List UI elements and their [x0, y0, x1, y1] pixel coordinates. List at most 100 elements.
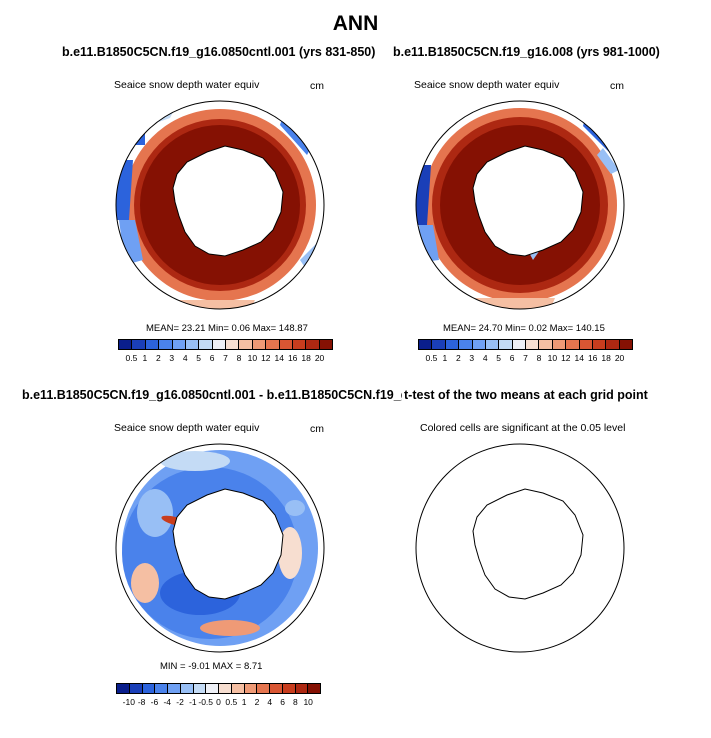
- panel2-colorbar-swatch: [459, 340, 473, 349]
- panel1-colorbar-tick-label: 0.5: [125, 353, 138, 363]
- panel1-colorbar-swatch: [279, 340, 293, 349]
- panel2-colorbar-swatch: [432, 340, 446, 349]
- panel2-title: b.e11.B1850C5CN.f19_g16.008 (yrs 981-100…: [393, 45, 660, 59]
- panel2-colorbar-tick-label: 16: [587, 353, 598, 363]
- panel1-colorbar-labels: 0.5 1 2 3 4 5 6 7 8 10 12 14 16 18 20: [118, 353, 333, 365]
- panel1-colorbar-swatch: [172, 340, 186, 349]
- panel3-map: [115, 443, 325, 653]
- panel2-antarctica: [472, 145, 584, 257]
- panel3-colorbar-swatch: [308, 684, 320, 693]
- panel1-colorbar-tick-label: 20: [314, 353, 325, 363]
- panel2-variable-label: Seaice snow depth water equiv: [414, 79, 560, 91]
- panel2-colorbar-labels: 0.5 1 2 3 4 5 6 7 8 10 12 14 16 18 20: [418, 353, 633, 365]
- panel2-colorbar-tick-label: 5: [496, 353, 501, 363]
- panel3-colorbar-swatch: [129, 684, 143, 693]
- panel2-colorbar-tick-label: 2: [455, 353, 461, 363]
- panel1-colorbar-tick-label: 3: [169, 353, 175, 363]
- panel1-colorbar-tick-label: 16: [287, 353, 298, 363]
- panel2-colorbar-tick-label: 14: [574, 353, 584, 363]
- panel1-colorbar-swatch: [252, 340, 267, 349]
- panel1-stats: MEAN= 23.21 Min= 0.06 Max= 148.87: [146, 323, 308, 334]
- panel1-colorbar: [118, 339, 333, 350]
- panel2-colorbar-tick-label: 6: [509, 353, 515, 363]
- panel2-colorbar-tick-label: 12: [561, 353, 571, 363]
- panel3-colorbar-swatch: [193, 684, 207, 693]
- panel3-colorbar-swatch: [117, 684, 130, 693]
- panel1-colorbar-swatch: [292, 340, 307, 349]
- panel2-colorbar-swatch: [512, 340, 526, 349]
- panel3-stats: MIN = -9.01 MAX = 8.71: [160, 661, 263, 672]
- panel3-antarctica: [172, 488, 284, 600]
- panel1-colorbar-swatch: [266, 340, 280, 349]
- panel1-colorbar-tick-label: 12: [261, 353, 271, 363]
- panel1-colorbar-tick-label: 10: [247, 353, 258, 363]
- panel1-colorbar-swatch: [212, 340, 226, 349]
- panel3-colorbar-tick-label: -0.5: [198, 697, 214, 707]
- panel3-colorbar-tick-label: 10: [303, 697, 313, 707]
- panel3-colorbar-tick-label: -2: [176, 697, 184, 707]
- panel2-colorbar-tick-label: 18: [601, 353, 611, 363]
- panel3-colorbar-swatch: [282, 684, 296, 693]
- panel1-colorbar-swatch: [239, 340, 253, 349]
- panel1-colorbar-tick-label: 2: [155, 353, 161, 363]
- panel1-colorbar-swatch: [226, 340, 240, 349]
- panel4-subtitle: Colored cells are significant at the 0.0…: [420, 422, 626, 434]
- panel2-colorbar-swatch: [539, 340, 553, 349]
- panel3-colorbar-swatch: [168, 684, 181, 693]
- panel1-colorbar-tick-label: 7: [223, 353, 228, 363]
- panel2-colorbar-tick-label: 7: [523, 353, 528, 363]
- panel2-colorbar-tick-label: 3: [469, 353, 475, 363]
- panel3-colorbar-tick-label: 2: [254, 697, 260, 707]
- panel1-map: [115, 100, 325, 310]
- panel2-colorbar-swatch: [419, 340, 433, 349]
- panel2-colorbar-swatch: [485, 340, 500, 349]
- panel3-title: b.e11.B1850C5CN.f19_g16.0850cntl.001 - b…: [22, 388, 402, 402]
- panel2-colorbar-tick-label: 8: [536, 353, 542, 363]
- panel3-colorbar-swatch: [219, 684, 232, 693]
- panel1-colorbar-tick-label: 4: [182, 353, 188, 363]
- panel2-colorbar-swatch: [592, 340, 607, 349]
- panel1-colorbar-swatch: [132, 340, 146, 349]
- panel4-antarctica: [472, 488, 584, 600]
- panel2-stats: MEAN= 24.70 Min= 0.02 Max= 140.15: [443, 323, 605, 334]
- panel3-colorbar-tick-label: -8: [137, 697, 146, 707]
- panel3-colorbar-swatch: [244, 684, 258, 693]
- panel2-colorbar-swatch: [619, 340, 632, 349]
- panel2-map: [415, 100, 625, 310]
- panel3-colorbar-tick-label: -4: [163, 697, 172, 707]
- panel1-units-label: cm: [310, 80, 324, 92]
- panel1-colorbar-tick-label: 6: [209, 353, 215, 363]
- panel2-units-label: cm: [610, 80, 624, 92]
- panel3-colorbar-tick-label: -6: [150, 697, 159, 707]
- panel2-colorbar-swatch: [566, 340, 580, 349]
- panel3-colorbar-tick-label: 4: [267, 697, 273, 707]
- page-title: ANN: [332, 12, 379, 35]
- panel1-colorbar-swatch: [119, 340, 133, 349]
- panel1-colorbar-swatch: [159, 340, 173, 349]
- panel3-colorbar-tick-label: 0: [216, 697, 221, 707]
- panel2-colorbar-swatch: [606, 340, 620, 349]
- panel3-colorbar-swatch: [155, 684, 168, 693]
- panel3-colorbar-swatch: [180, 684, 194, 693]
- panel1-antarctica: [172, 145, 284, 257]
- panel2-colorbar-tick-label: 20: [614, 353, 625, 363]
- panel3-colorbar-swatch: [270, 684, 283, 693]
- panel2-colorbar-swatch: [552, 340, 567, 349]
- panel3-colorbar-swatch: [142, 684, 156, 693]
- panel3-colorbar-swatch: [231, 684, 245, 693]
- panel3-colorbar-tick-label: 6: [280, 697, 285, 707]
- panel1-colorbar-tick-label: 14: [274, 353, 284, 363]
- panel3-colorbar-swatch: [257, 684, 270, 693]
- panel3-colorbar: [116, 683, 321, 694]
- panel1-colorbar-swatch: [306, 340, 320, 349]
- panel1-colorbar-tick-label: 18: [301, 353, 311, 363]
- panel1-colorbar-swatch: [145, 340, 160, 349]
- panel3-colorbar-tick-label: 1: [241, 697, 247, 707]
- panel2-colorbar-swatch: [499, 340, 513, 349]
- panel4-title: t-test of the two means at each grid poi…: [404, 388, 648, 402]
- panel2-colorbar-tick-label: 1: [442, 353, 448, 363]
- panel1-colorbar-tick-label: 5: [196, 353, 201, 363]
- panel2-colorbar-tick-label: 0.5: [425, 353, 438, 363]
- panel2-colorbar-swatch: [472, 340, 486, 349]
- panel2-colorbar-tick-label: 10: [547, 353, 558, 363]
